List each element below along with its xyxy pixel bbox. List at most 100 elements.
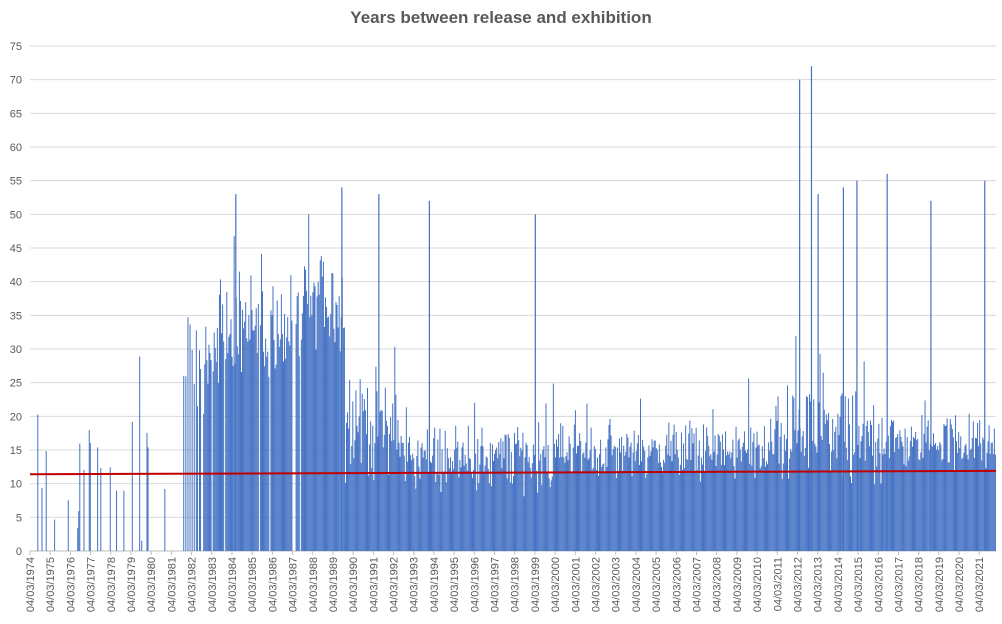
bar <box>874 484 876 551</box>
bar <box>220 279 221 551</box>
bar <box>575 453 577 551</box>
bar <box>709 456 711 551</box>
bar <box>925 442 927 551</box>
bar <box>568 436 570 551</box>
bar <box>489 442 491 551</box>
bar <box>100 468 102 551</box>
bar <box>577 445 578 551</box>
bar <box>307 304 309 551</box>
bar <box>957 452 959 551</box>
bar <box>480 445 482 551</box>
bar <box>951 428 953 551</box>
bar <box>657 463 659 551</box>
bar <box>899 430 901 551</box>
bar <box>901 441 903 551</box>
bar <box>612 449 614 551</box>
bar <box>892 422 893 551</box>
bar <box>343 327 345 551</box>
bar <box>499 454 501 551</box>
bar <box>690 460 692 551</box>
bar <box>249 339 251 551</box>
bar <box>642 439 644 551</box>
bar <box>443 471 445 551</box>
bar <box>543 446 545 551</box>
bar <box>764 466 766 551</box>
x-tick-label: 04/03/1996 <box>469 557 481 612</box>
bar <box>406 461 408 551</box>
bar <box>601 466 603 551</box>
bar <box>67 500 69 551</box>
bar <box>703 424 704 551</box>
bar <box>598 475 599 551</box>
bar <box>556 439 557 551</box>
bar <box>228 336 230 551</box>
bar <box>356 425 358 551</box>
bar <box>780 423 782 551</box>
bar <box>284 313 286 551</box>
bar <box>421 443 423 551</box>
bar <box>754 478 756 551</box>
bar <box>401 442 403 551</box>
bar <box>851 483 853 551</box>
bar <box>653 440 655 551</box>
bar <box>515 444 517 551</box>
bar <box>452 461 454 551</box>
bar <box>381 410 383 551</box>
bar <box>302 295 304 551</box>
bar <box>843 441 845 551</box>
bar <box>872 455 874 551</box>
bar <box>329 336 331 551</box>
bar <box>916 440 918 551</box>
bar <box>388 474 389 551</box>
bar <box>608 424 610 551</box>
bar <box>226 291 228 551</box>
bar <box>824 423 826 551</box>
bar <box>213 332 215 551</box>
bar <box>781 478 783 551</box>
bar <box>793 397 795 551</box>
bar <box>941 460 943 551</box>
bar <box>245 302 247 551</box>
bar <box>965 443 967 551</box>
bar <box>560 423 562 551</box>
trendline <box>29 469 997 476</box>
bar <box>525 442 527 551</box>
bar <box>221 333 223 551</box>
bar <box>246 338 248 551</box>
bar <box>700 457 702 551</box>
bar <box>263 351 265 551</box>
bar <box>505 435 507 551</box>
bar <box>396 449 398 551</box>
bar <box>283 361 284 551</box>
bar <box>305 269 307 551</box>
bar <box>54 519 56 551</box>
bar <box>674 454 676 551</box>
bar <box>431 463 433 551</box>
bar <box>893 420 895 551</box>
bar <box>835 426 837 551</box>
bar <box>519 456 521 551</box>
bar <box>461 447 463 551</box>
bar <box>164 489 166 551</box>
bar <box>745 450 746 551</box>
bar <box>390 417 392 551</box>
x-tick-label: 04/03/2002 <box>590 557 602 612</box>
bar <box>688 433 690 551</box>
x-tick-label: 04/03/1975 <box>45 557 57 612</box>
bar <box>620 452 622 551</box>
bar <box>404 481 406 551</box>
bar <box>433 438 435 551</box>
bar <box>949 418 951 551</box>
bar <box>621 436 623 551</box>
bar <box>206 360 208 551</box>
bar <box>946 418 948 551</box>
bar <box>682 470 683 551</box>
bar <box>812 440 814 551</box>
bar <box>287 317 289 551</box>
bar <box>243 328 245 551</box>
bar <box>204 364 206 551</box>
bar <box>573 424 575 551</box>
bar <box>583 451 585 551</box>
bar <box>693 433 695 551</box>
bar <box>275 364 277 551</box>
